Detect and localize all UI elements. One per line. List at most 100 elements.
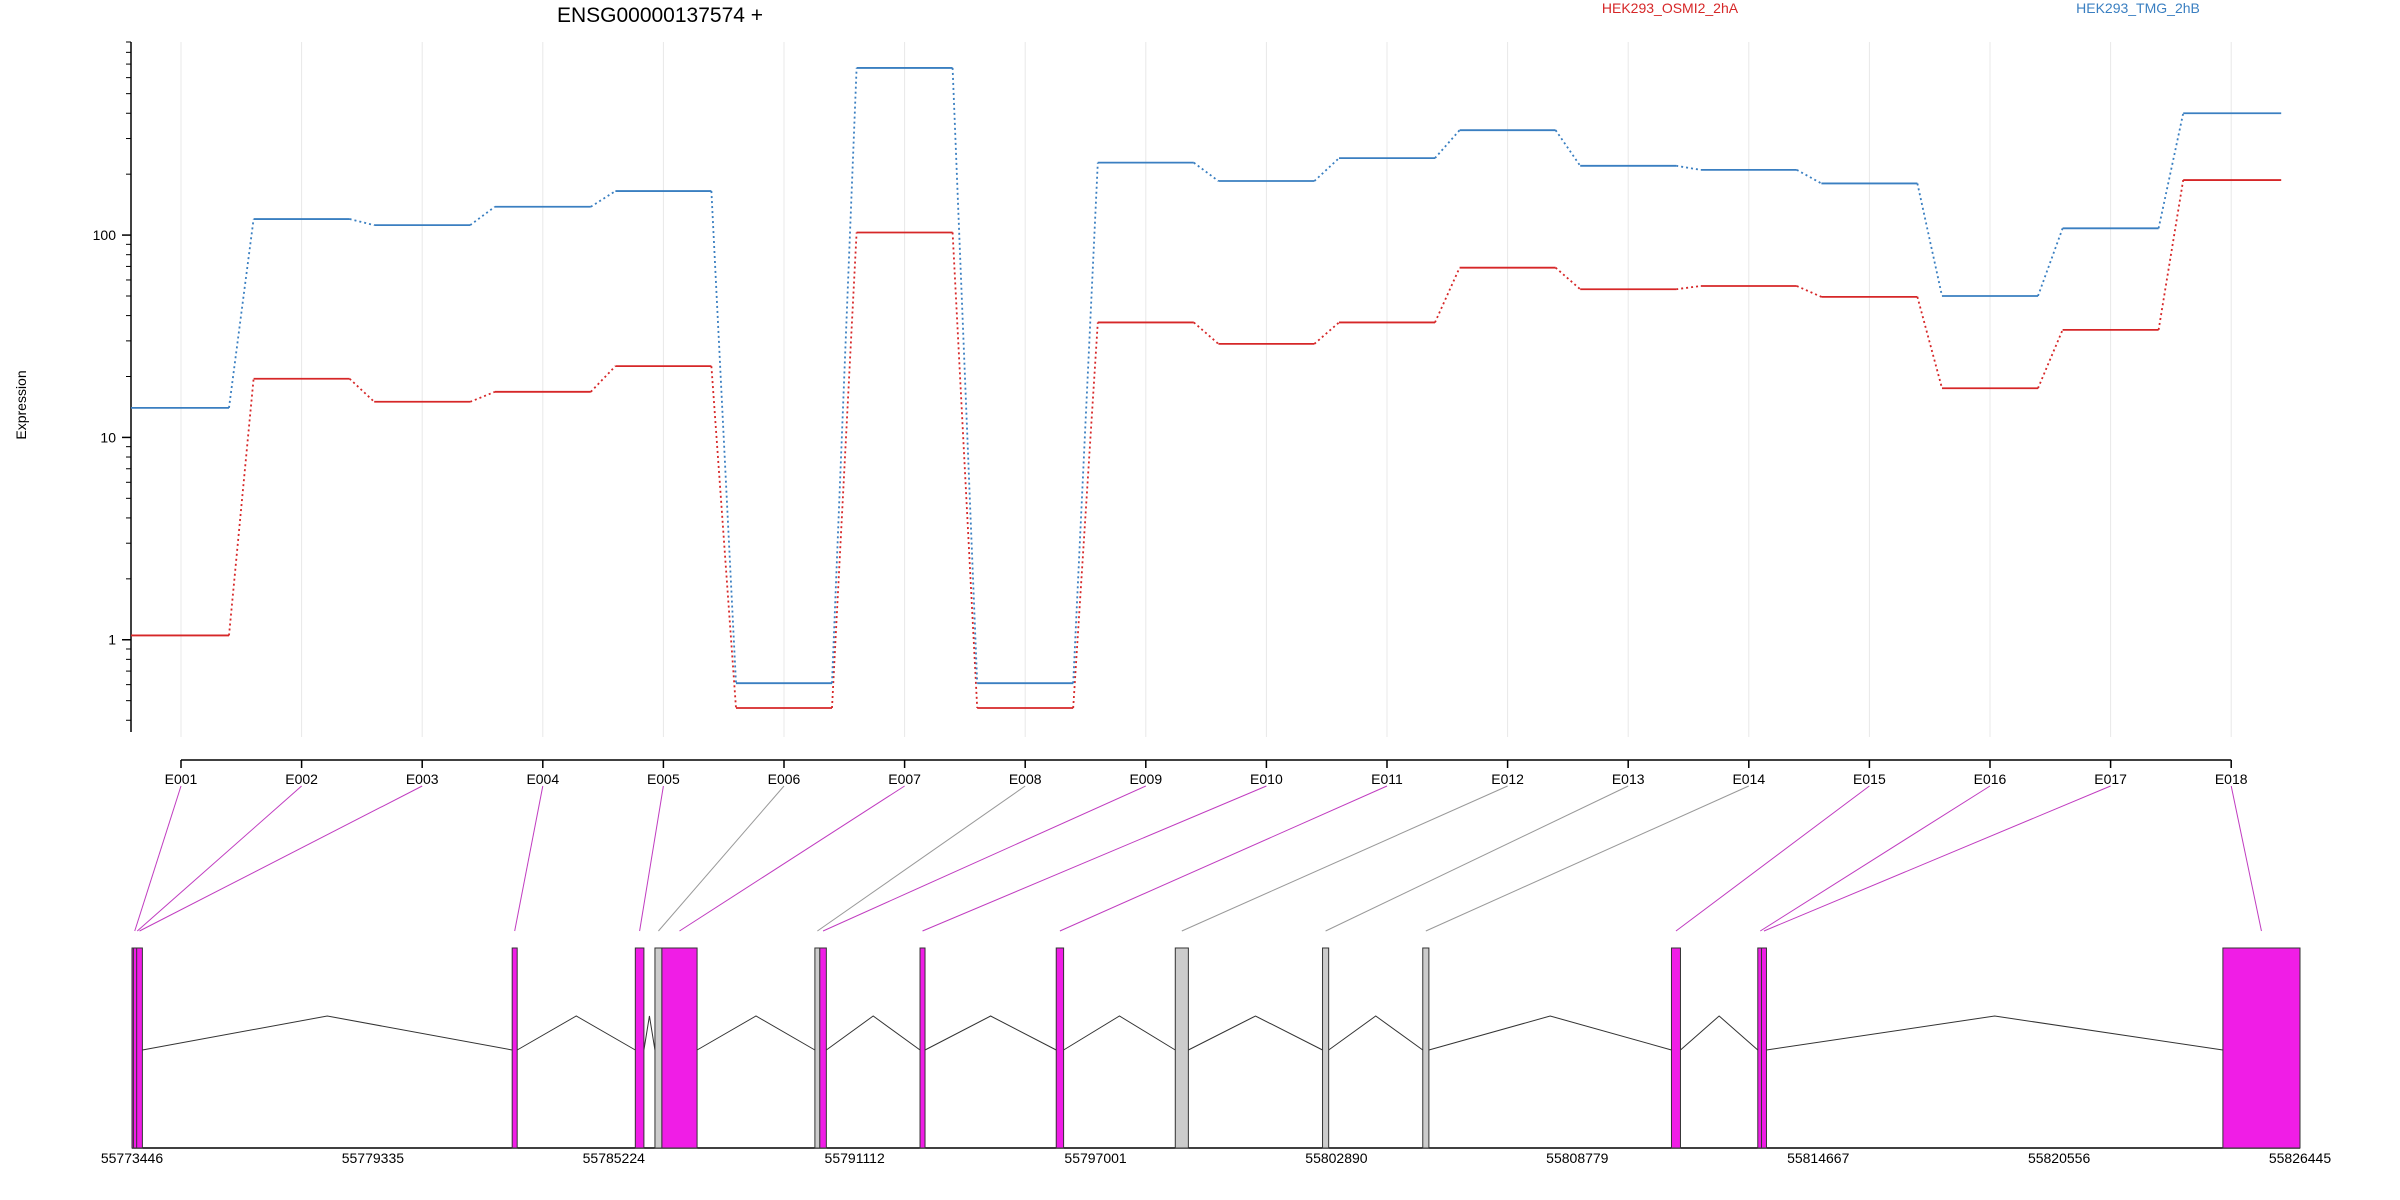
genomic-tick-label: 55802890 (1305, 1150, 1368, 1166)
x-tick-label-e001: E001 (165, 771, 198, 787)
connector-e004 (514, 785, 544, 932)
intron-line (924, 1015, 1057, 1051)
connector-e005 (639, 785, 664, 932)
genomic-tick-label: 55779335 (342, 1150, 405, 1166)
series-connector (1072, 322, 1099, 709)
series-connector (1796, 285, 1822, 298)
series-sample-a (131, 179, 2282, 709)
intron-line (643, 1015, 656, 1051)
series-connector (1555, 267, 1581, 290)
series-connector (951, 232, 979, 709)
series-connector (1313, 157, 1340, 182)
series-connector (228, 378, 255, 636)
connector-e003 (139, 785, 423, 932)
connector-e011 (1059, 785, 1388, 932)
y-axis: 1 10 100 (93, 41, 132, 732)
connector-e001 (134, 785, 182, 932)
genomic-tick-label: 55797001 (1064, 1150, 1127, 1166)
genomic-tick-label: 55826445 (2269, 1150, 2332, 1166)
x-tick-label-e017: E017 (2094, 771, 2127, 787)
intron-line (1188, 1015, 1323, 1051)
exon-block-e014 (1422, 947, 1430, 1149)
series-connector (1434, 129, 1461, 159)
genomic-tick-label: 55785224 (583, 1150, 646, 1166)
exon-block-e009 (819, 947, 827, 1149)
x-tick-label-e008: E008 (1009, 771, 1042, 787)
y-axis-label: Expression (13, 370, 29, 439)
legend-entry-sample-a: HEK293_OSMI2_2hA (1602, 0, 1739, 16)
series-connector (348, 378, 375, 403)
series-connector (1676, 285, 1701, 291)
x-tick-label-e003: E003 (406, 771, 439, 787)
genomic-tick-label: 55773446 (101, 1150, 164, 1166)
genomic-tick-label: 55808779 (1546, 1150, 1609, 1166)
connector-e009 (822, 785, 1147, 932)
series-connector (1072, 162, 1099, 684)
series-connector (1916, 183, 1943, 297)
series-connector (469, 390, 496, 403)
series-connector (831, 67, 858, 684)
series-connector (228, 218, 255, 408)
x-tick-label-e018: E018 (2215, 771, 2248, 787)
x-tick-label-e004: E004 (526, 771, 559, 787)
series-connector (710, 191, 737, 684)
intron-line (1328, 1015, 1424, 1051)
x-tick-label-e013: E013 (1612, 771, 1645, 787)
exon-block-e008 (814, 947, 821, 1149)
x-tick-label-e012: E012 (1491, 771, 1524, 787)
x-tick-label-e002: E002 (285, 771, 318, 787)
connector-e017 (1763, 785, 2111, 932)
x-tick-label-e015: E015 (1853, 771, 1886, 787)
series-connector (1313, 321, 1340, 345)
x-tick-label-e016: E016 (1974, 771, 2007, 787)
connector-e007 (679, 785, 905, 932)
exon-block-e011 (1055, 947, 1065, 1149)
chart-title: ENSG00000137574 + (557, 4, 763, 27)
genomic-tick-label: 55820556 (2028, 1150, 2091, 1166)
gene-model-track: 55773446 55779335 55785224 55791112 55797001… (101, 947, 2332, 1166)
series-connector (1796, 169, 1822, 185)
connector-e013 (1325, 785, 1629, 932)
x-axis: E001 E002 E003 E004 E005 E006 E007 E008 E009 E010… (165, 759, 2248, 787)
connector-e016 (1760, 785, 1991, 932)
series-connector (1193, 161, 1219, 182)
intron-line (826, 1015, 921, 1051)
y-tick-label: 1 (108, 632, 116, 648)
connector-e018 (2230, 785, 2262, 932)
exon-block-e007 (661, 947, 698, 1149)
legend-entry-sample-b: HEK293_TMG_2hB (2076, 0, 2200, 16)
exon-block-e015 (1670, 947, 1681, 1149)
x-tick-label-e005: E005 (647, 771, 680, 787)
series-connector (831, 232, 858, 709)
genomic-tick-label: 55814667 (1787, 1150, 1850, 1166)
series-connector (469, 206, 496, 226)
exon-block-e004 (511, 947, 518, 1149)
series-connector (951, 67, 979, 684)
y-tick-label: 10 (100, 429, 116, 445)
series-connector (1916, 296, 1943, 389)
series-connector (1434, 267, 1461, 323)
exon-block-e003 (136, 947, 143, 1149)
connector-e015 (1675, 785, 1870, 932)
connector-e012 (1181, 785, 1508, 932)
x-tick-label-e009: E009 (1129, 771, 1162, 787)
x-tick-label-e006: E006 (768, 771, 801, 787)
intron-line (1680, 1015, 1759, 1051)
intron-line (142, 1015, 513, 1051)
series-sample-b (131, 67, 2282, 685)
gridlines (180, 42, 2232, 737)
series-connector (710, 366, 737, 709)
connector-e014 (1425, 785, 1750, 932)
series-lines (131, 67, 2282, 709)
series-connector (2157, 113, 2185, 229)
series-connector (1676, 164, 1701, 171)
exon-block-e012 (1174, 947, 1189, 1149)
intron-line (696, 1015, 816, 1051)
x-tick-label-e014: E014 (1732, 771, 1765, 787)
intron-line (1766, 1015, 2223, 1051)
series-connector (2157, 179, 2185, 331)
series-connector (2037, 228, 2064, 297)
series-connector (1554, 129, 1581, 167)
connector-e006 (658, 785, 785, 932)
